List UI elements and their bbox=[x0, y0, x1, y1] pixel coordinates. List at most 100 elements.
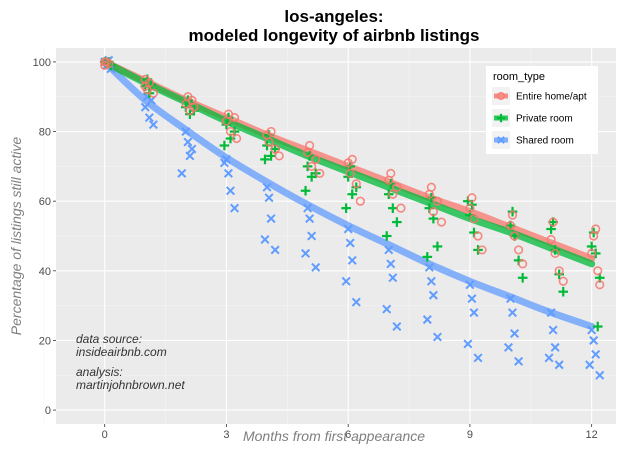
point-shared-room-53-b bbox=[514, 356, 524, 366]
point-shared-room-58-b bbox=[554, 360, 564, 370]
point-shared-room-19-b bbox=[262, 182, 272, 192]
point-shared-room-22 bbox=[260, 234, 270, 244]
data-points bbox=[99, 55, 605, 380]
point-shared-room-36 bbox=[388, 273, 398, 283]
point-entire-home-apt-48 bbox=[477, 245, 487, 255]
point-entire-home-apt-49 bbox=[505, 220, 516, 231]
point-shared-room-22-b bbox=[260, 234, 270, 244]
legend-key-marker-private-room bbox=[496, 113, 506, 123]
point-private-room-41 bbox=[422, 252, 433, 262]
point-shared-room-13-b bbox=[187, 144, 197, 154]
point-shared-room-46-b bbox=[469, 308, 479, 318]
point-entire-home-apt-40 bbox=[426, 182, 436, 192]
point-shared-room-43-b bbox=[432, 332, 442, 342]
point-shared-room-38-b bbox=[392, 322, 402, 332]
point-private-room-40 bbox=[432, 241, 443, 252]
point-shared-room-29 bbox=[343, 224, 353, 234]
point-shared-room-32 bbox=[341, 276, 351, 286]
point-entire-home-apt-22 bbox=[270, 144, 280, 154]
point-shared-room-49-b bbox=[505, 294, 515, 304]
point-shared-room-48 bbox=[473, 353, 483, 363]
point-entire-home-apt-58 bbox=[558, 276, 568, 286]
point-entire-home-apt-25 bbox=[305, 140, 315, 151]
point-shared-room-9 bbox=[181, 127, 191, 137]
point-entire-home-apt-51 bbox=[509, 231, 520, 241]
point-shared-room-38 bbox=[392, 322, 402, 332]
point-shared-room-27-b bbox=[301, 248, 311, 258]
point-private-room-36 bbox=[381, 231, 392, 241]
point-shared-room-9-b bbox=[181, 127, 191, 137]
point-shared-room-37-b bbox=[382, 304, 392, 314]
point-private-room-31 bbox=[341, 203, 351, 213]
point-private-room-21 bbox=[260, 154, 270, 165]
x-axis-title: Months from first appearance bbox=[243, 428, 425, 444]
point-entire-home-apt-44 bbox=[465, 203, 475, 213]
point-private-room-61 bbox=[592, 321, 603, 332]
point-shared-room-61 bbox=[591, 349, 601, 359]
point-entire-home-apt-59 bbox=[587, 248, 597, 259]
point-shared-room-55 bbox=[548, 325, 558, 335]
point-shared-room-4 bbox=[140, 102, 150, 112]
point-shared-room-21-b bbox=[266, 214, 276, 224]
point-shared-room-62-b bbox=[585, 360, 595, 370]
point-private-room-29 bbox=[347, 189, 358, 200]
legend-title: room_type bbox=[493, 71, 545, 83]
point-private-room-56 bbox=[558, 286, 569, 297]
point-shared-room-25-b bbox=[305, 214, 315, 224]
point-shared-room-24-b bbox=[303, 203, 313, 213]
point-entire-home-apt-36 bbox=[388, 189, 398, 199]
point-entire-home-apt-35 bbox=[386, 168, 396, 178]
x-tick-label-0: 0 bbox=[102, 429, 108, 441]
point-shared-room-51 bbox=[510, 328, 520, 338]
point-shared-room-42 bbox=[422, 315, 432, 325]
point-shared-room-45-b bbox=[467, 294, 477, 304]
point-entire-home-apt-20 bbox=[264, 137, 274, 147]
annotation-data-source-line1: data source: bbox=[76, 332, 142, 346]
annotation-analysis-line1: analysis: bbox=[76, 365, 123, 379]
point-shared-room-63-b bbox=[595, 370, 605, 380]
point-private-room-35 bbox=[392, 217, 402, 227]
point-entire-home-apt-38 bbox=[396, 203, 406, 213]
point-entire-home-apt-54 bbox=[546, 234, 556, 245]
point-entire-home-apt-2 bbox=[102, 57, 112, 67]
point-entire-home-apt-63 bbox=[595, 280, 605, 290]
point-entire-home-apt-57 bbox=[554, 266, 564, 276]
axis-ticks: 0 3 6 9 12 0 20 40 60 80 100 bbox=[33, 57, 598, 441]
legend-item-private-room: Private room bbox=[492, 109, 573, 127]
point-shared-room-21 bbox=[266, 214, 276, 224]
annotation-data-source: data source: insideairbnb.com bbox=[76, 332, 167, 359]
point-shared-room-16-b bbox=[225, 186, 235, 196]
point-entire-home-apt-16 bbox=[225, 126, 236, 137]
point-private-room-16 bbox=[219, 140, 230, 151]
annotation-analysis: analysis: martinjohnbrown.net bbox=[76, 365, 185, 392]
legend-key-marker-shared-room-b bbox=[497, 136, 505, 144]
point-shared-room-19 bbox=[262, 182, 272, 192]
point-entire-home-apt-52 bbox=[514, 245, 524, 255]
point-shared-room-12 bbox=[177, 168, 187, 178]
point-shared-room-8 bbox=[148, 120, 158, 130]
point-shared-room-48-b bbox=[473, 353, 483, 363]
point-shared-room-12-b bbox=[177, 168, 187, 178]
legend-item-entire-home-apt: Entire home/apt bbox=[492, 87, 587, 105]
point-shared-room-52 bbox=[503, 342, 513, 352]
point-entire-home-apt-26 bbox=[307, 161, 317, 171]
curve-shared-room bbox=[101, 58, 596, 330]
annotation-data-source-line2: insideairbnb.com bbox=[76, 345, 167, 359]
point-shared-room-18 bbox=[219, 158, 229, 168]
point-entire-home-apt-31 bbox=[347, 154, 357, 165]
point-entire-home-apt-46 bbox=[469, 213, 479, 224]
point-entire-home-apt-47 bbox=[473, 231, 483, 241]
point-shared-room-29-b bbox=[343, 224, 353, 234]
point-shared-room-62 bbox=[585, 360, 595, 370]
point-entire-home-apt-33 bbox=[355, 196, 365, 206]
point-shared-room-33-b bbox=[351, 297, 361, 307]
x-tick-label-6: 6 bbox=[345, 429, 351, 441]
point-shared-room-55-b bbox=[548, 325, 558, 335]
point-shared-room-61-b bbox=[591, 349, 601, 359]
point-entire-home-apt-21 bbox=[266, 126, 276, 137]
point-entire-home-apt-53 bbox=[518, 259, 528, 269]
point-shared-room-15-b bbox=[223, 168, 233, 178]
point-entire-home-apt-56 bbox=[550, 248, 560, 259]
point-shared-room-58 bbox=[554, 360, 564, 370]
curve-private-room bbox=[101, 58, 596, 268]
